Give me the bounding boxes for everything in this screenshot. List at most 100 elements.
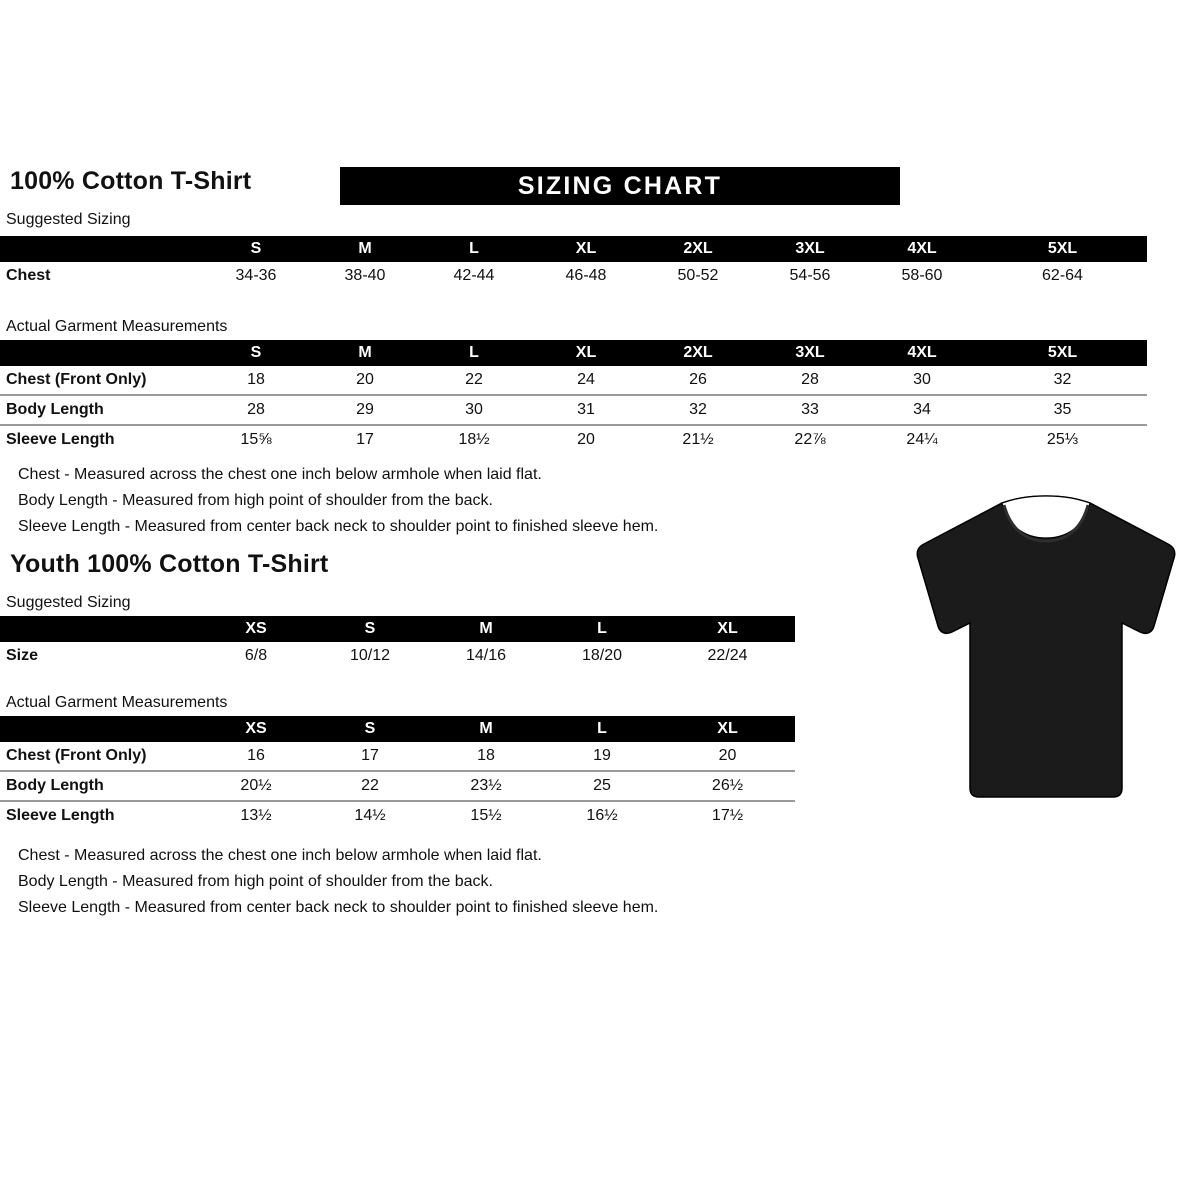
black-tshirt-icon [916,495,1176,798]
table-row: Chest 34-36 38-40 42-44 46-48 50-52 54-5… [0,262,1147,290]
table-cell: 30 [913,371,931,388]
table-cell: 18/20 [581,647,623,664]
adult-suggested-sizing-table: S M L XL 2XL 3XL 4XL 5XL Chest 34-36 38-… [0,236,1147,290]
table-cell: 6/8 [244,647,268,664]
table-cell: 58-60 [901,267,943,284]
note-line: Body Length - Measured from high point o… [18,492,493,509]
table-cell: 22 [312,770,428,801]
youth-suggested-sizing-label: Suggested Sizing [6,594,131,611]
table-cell: 22 [465,371,483,388]
table-cell: 18 [477,747,495,764]
table-cell: 17½ [660,800,795,830]
note-line: Sleeve Length - Measured from center bac… [18,518,659,535]
row-label: Chest (Front Only) [6,371,147,388]
table-cell: 32 [1053,371,1072,388]
sizing-chart-banner: SIZING CHART [340,167,900,205]
table-header-row: S M L XL 2XL 3XL 4XL 5XL [0,236,1147,262]
column-header: 4XL [907,344,937,361]
table-cell: 24¼ [866,424,978,454]
tshirt-product-image [898,488,1194,804]
table-cell: 26½ [660,770,795,801]
table-cell: 20 [356,371,374,388]
column-header [0,340,200,366]
table-header-row: XS S M L XL [0,716,795,742]
table-cell: 14/16 [465,647,507,664]
table-header-row: S M L XL 2XL 3XL 4XL 5XL [0,340,1147,366]
table-cell: 20½ [200,770,312,801]
table-cell: 17 [361,747,379,764]
row-label: Sleeve Length [0,424,200,454]
adult-suggested-sizing-label: Suggested Sizing [6,211,131,228]
note-line: Body Length - Measured from high point o… [18,873,493,890]
table-cell: 35 [978,394,1147,425]
column-header: S [250,240,262,257]
table-cell: 20 [718,747,737,764]
column-header: 4XL [907,240,937,257]
table-row: Size 6/8 10/12 14/16 18/20 22/24 [0,642,795,670]
table-cell: 18½ [418,424,530,454]
note-line: Chest - Measured across the chest one in… [18,847,542,864]
sizing-chart-banner-label: SIZING CHART [517,172,723,200]
table-cell: 28 [801,371,819,388]
column-header: M [358,344,372,361]
table-cell: 18 [247,371,265,388]
table-cell: 32 [642,394,754,425]
column-header: 2XL [683,344,713,361]
column-header: XL [717,620,738,637]
table-cell: 16 [247,747,265,764]
row-label: Sleeve Length [0,800,200,830]
table-cell: 14½ [312,800,428,830]
table-cell: 34 [866,394,978,425]
table-row: Body Length 20½ 22 23½ 25 26½ [0,770,795,801]
table-cell: 30 [418,394,530,425]
note-line: Sleeve Length - Measured from center bac… [18,899,659,916]
column-header: S [250,344,262,361]
table-cell: 29 [312,394,418,425]
youth-measurements-table: XS S M L XL Chest (Front Only) 16 17 18 … [0,716,795,830]
youth-suggested-sizing-table: XS S M L XL Size 6/8 10/12 14/16 18/20 2… [0,616,795,670]
table-cell: 50-52 [677,267,719,284]
table-cell: 20 [530,424,642,454]
column-header: 5XL [1047,344,1078,361]
table-cell: 46-48 [565,267,607,284]
row-label: Chest (Front Only) [6,747,147,764]
table-row: Chest (Front Only) 18 20 22 24 26 28 30 … [0,366,1147,395]
row-label: Chest [6,267,51,284]
column-header: 2XL [683,240,713,257]
table-row: Sleeve Length 15⅝ 17 18½ 20 21½ 22⅞ 24¼ … [0,424,1147,454]
adult-measurement-notes: Chest - Measured across the chest one in… [18,462,658,540]
table-cell: 15⅝ [200,424,312,454]
note-line: Chest - Measured across the chest one in… [18,466,542,483]
table-cell: 54-56 [789,267,831,284]
table-cell: 21½ [642,424,754,454]
column-header: XS [245,720,267,737]
youth-section-title: Youth 100% Cotton T-Shirt [10,550,329,578]
column-header: 5XL [1047,240,1078,257]
row-label: Body Length [0,394,200,425]
table-cell: 28 [200,394,312,425]
column-header: 3XL [795,240,825,257]
column-header [0,616,200,642]
table-cell: 25 [544,770,660,801]
column-header: L [597,620,607,637]
table-header-row: XS S M L XL [0,616,795,642]
column-header: 3XL [795,344,825,361]
table-cell: 16½ [544,800,660,830]
table-cell: 19 [593,747,611,764]
column-header: S [364,720,376,737]
column-header: L [597,720,607,737]
column-header [0,716,200,742]
column-header: L [469,240,479,257]
table-cell: 10/12 [349,647,391,664]
column-header [0,236,200,262]
table-cell: 13½ [200,800,312,830]
table-cell: 62-64 [1042,267,1083,284]
table-row: Sleeve Length 13½ 14½ 15½ 16½ 17½ [0,800,795,830]
column-header: XS [245,620,267,637]
row-label: Body Length [0,770,200,801]
table-cell: 15½ [428,800,544,830]
adult-section-title: 100% Cotton T-Shirt [10,167,252,195]
table-cell: 22/24 [707,647,748,664]
row-label: Size [6,647,39,664]
